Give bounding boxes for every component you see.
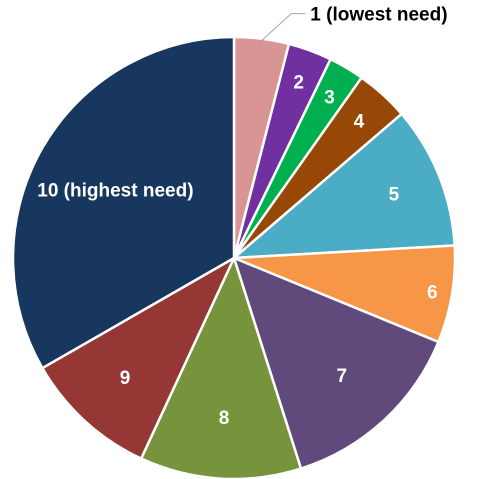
pie-slice-5 — [232, 112, 456, 260]
slice-label-5: 5 — [389, 185, 400, 206]
pie-labels: 1 (lowest need) 234 5 6 7 8 9 10 (highest need) — [37, 5, 447, 429]
leader-line-1-lowest-need — [261, 13, 306, 42]
leader-lines — [261, 13, 306, 42]
slice-label-1-lowest-need: 1 (lowest need) — [310, 5, 447, 26]
slice-label-6: 6 — [427, 282, 438, 303]
pie-slices — [11, 35, 457, 479]
slice-label-8: 8 — [219, 408, 230, 429]
pie-slice-10-highest-need — [11, 35, 236, 370]
slice-label-4: 4 — [354, 112, 365, 133]
slice-label-7: 7 — [337, 366, 348, 387]
pie-slice-9 — [41, 256, 236, 460]
slice-label-3: 3 — [324, 87, 335, 108]
slice-label-10-highest-need: 10 (highest need) — [37, 180, 193, 201]
slice-label-9: 9 — [120, 368, 131, 389]
slice-label-2: 2 — [293, 73, 304, 94]
